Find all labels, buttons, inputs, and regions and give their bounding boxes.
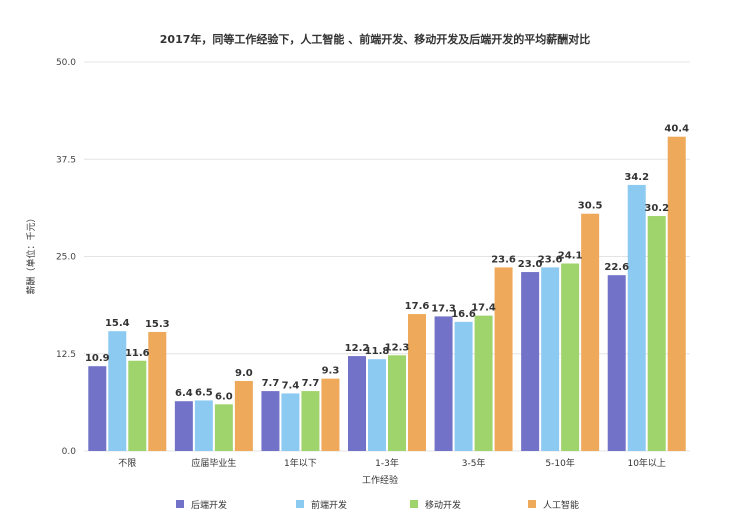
bar	[561, 263, 580, 451]
data-label: 7.4	[282, 380, 300, 391]
category-labels: 不限 应届毕业生 1年以下 1-3年 3-5年 5-10年 10年以上	[118, 457, 666, 469]
bar	[434, 316, 453, 451]
data-label: 9.0	[235, 368, 253, 379]
category-label: 10年以上	[627, 457, 665, 469]
data-label: 6.5	[195, 387, 213, 398]
bar	[281, 393, 300, 451]
bar	[494, 267, 513, 451]
bar	[627, 184, 646, 451]
data-label: 15.3	[145, 319, 170, 330]
bar	[454, 321, 473, 451]
y-tick-label: 37.5	[56, 155, 76, 165]
bar	[234, 380, 253, 451]
legend-label: 移动开发	[425, 499, 461, 511]
bar	[607, 275, 626, 451]
bar	[581, 213, 600, 451]
data-label: 17.3	[431, 303, 456, 314]
data-label: 7.7	[302, 378, 320, 389]
data-label: 12.3	[385, 342, 410, 353]
bar	[148, 331, 167, 451]
bar	[408, 314, 426, 451]
category-label: 应届毕业生	[191, 457, 236, 469]
category-label: 1年以下	[284, 457, 317, 469]
bar	[388, 355, 406, 451]
y-axis-ticks: 0.0 12.5 25.0 37.5 50.0	[56, 58, 76, 457]
data-label: 10.9	[85, 353, 110, 364]
data-label: 12.2	[345, 343, 370, 354]
data-label: 6.4	[175, 388, 193, 399]
data-label: 22.6	[604, 262, 629, 273]
data-label: 17.6	[405, 301, 430, 312]
category-label: 1-3年	[375, 457, 399, 469]
bar	[214, 404, 233, 451]
y-tick-label: 50.0	[56, 58, 76, 68]
bar	[541, 267, 560, 451]
legend-label: 后端开发	[191, 499, 227, 511]
bar	[128, 360, 147, 451]
data-label: 6.0	[215, 391, 233, 402]
bar	[521, 272, 540, 451]
bar	[647, 216, 666, 451]
data-label: 15.4	[105, 318, 130, 329]
bar	[301, 391, 320, 451]
data-label: 7.7	[262, 378, 280, 389]
bar	[474, 315, 493, 451]
bar	[108, 331, 127, 451]
data-label: 30.2	[644, 203, 669, 214]
data-label: 24.1	[558, 251, 583, 262]
category-label: 不限	[118, 458, 136, 469]
bar	[321, 378, 340, 451]
data-label: 34.2	[624, 172, 649, 183]
y-tick-label: 25.0	[56, 253, 76, 263]
chart-title: 2017年，同等工作经验下，人工智能 、前端开发、移动开发及后端开发的平均薪酬对…	[160, 32, 590, 46]
data-label: 11.8	[365, 346, 390, 357]
data-label: 9.3	[322, 366, 340, 377]
data-label: 40.4	[664, 124, 689, 135]
bar	[174, 401, 193, 451]
bars	[88, 136, 686, 452]
legend-swatch	[296, 500, 304, 508]
bar	[348, 356, 366, 451]
category-label: 5-10年	[545, 457, 574, 469]
y-tick-label: 0.0	[62, 447, 77, 457]
x-axis-label: 工作经验	[362, 474, 398, 486]
data-label: 23.6	[491, 254, 516, 265]
bar	[194, 400, 213, 451]
data-label: 16.6	[451, 309, 476, 320]
y-axis-label: 薪酬（单位：千元）	[25, 213, 37, 294]
legend-swatch	[176, 500, 184, 508]
bar	[261, 391, 280, 451]
legend: 后端开发 前端开发 移动开发 人工智能	[176, 499, 579, 511]
bar	[667, 136, 686, 452]
legend-swatch	[410, 500, 418, 508]
legend-label: 人工智能	[543, 499, 579, 511]
category-label: 3-5年	[462, 457, 486, 469]
data-label: 11.6	[125, 348, 150, 359]
data-labels: 10.915.411.615.36.4 6.5 6.09.07.7 7.4 7.79.3…	[85, 124, 689, 403]
data-label: 30.5	[578, 201, 603, 212]
bar	[368, 359, 386, 451]
legend-swatch	[528, 500, 536, 508]
data-label: 17.4	[471, 303, 496, 314]
legend-label: 前端开发	[311, 499, 347, 511]
data-label: 23.6	[538, 254, 563, 265]
data-label: 23.0	[518, 259, 543, 270]
y-tick-label: 12.5	[56, 350, 76, 360]
bar	[88, 366, 107, 451]
